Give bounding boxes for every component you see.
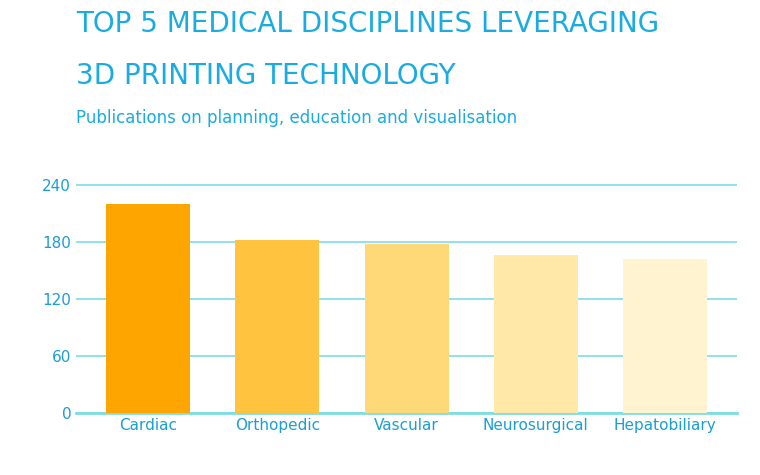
Bar <box>236 240 319 413</box>
Bar <box>106 204 190 413</box>
Bar <box>365 244 448 413</box>
Bar <box>494 255 578 413</box>
Text: 3D PRINTING TECHNOLOGY: 3D PRINTING TECHNOLOGY <box>76 62 456 90</box>
Text: TOP 5 MEDICAL DISCIPLINES LEVERAGING: TOP 5 MEDICAL DISCIPLINES LEVERAGING <box>76 10 659 38</box>
Bar <box>623 259 707 413</box>
Text: Publications on planning, education and visualisation: Publications on planning, education and … <box>76 109 517 127</box>
